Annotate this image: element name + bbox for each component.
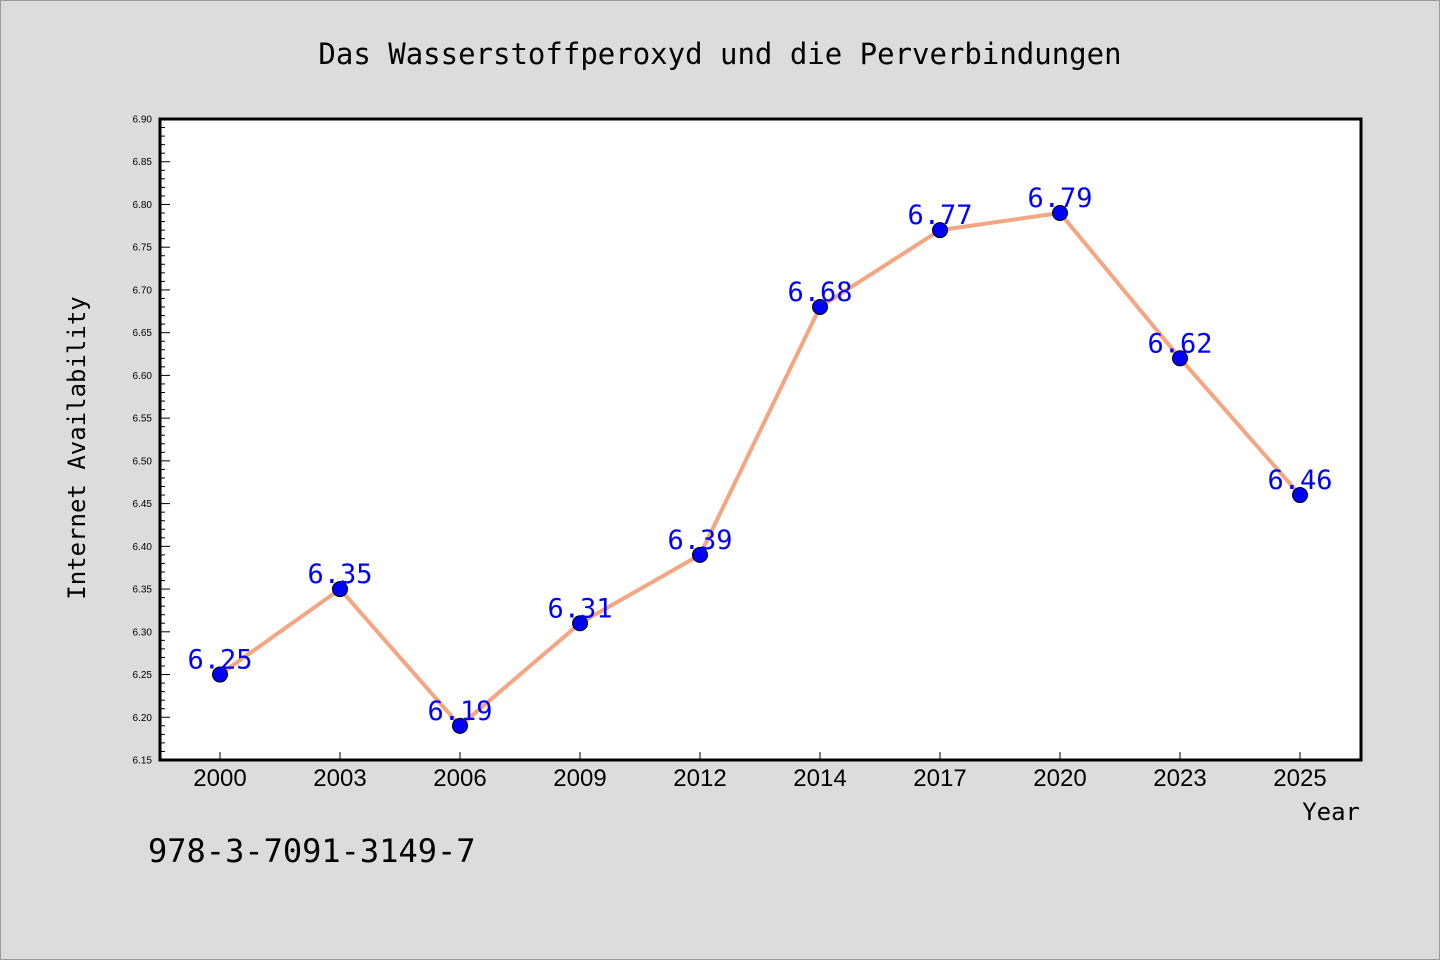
data-label: 6.68 (787, 277, 852, 308)
y-tick-label: 6.35 (133, 585, 153, 596)
data-label: 6.79 (1027, 183, 1092, 214)
data-label: 6.35 (307, 559, 372, 590)
y-tick-label: 6.25 (133, 670, 153, 681)
y-tick-label: 6.80 (133, 200, 153, 211)
x-axis: 2000 2003 2006 2009 2012 2014 2017 2020 2023 2025 (193, 752, 1327, 792)
chart-title: Das Wasserstoffperoxyd und die Perverbin… (318, 37, 1121, 71)
plot-area (158, 117, 1363, 762)
data-point (572, 615, 588, 632)
y-axis: 6.15 6.20 6.25 6.30 6.35 6.40 6.45 6.50 6.55 6.60… (133, 115, 170, 767)
data-label: 6.39 (667, 525, 732, 556)
x-axis-label: Year (1302, 798, 1360, 826)
data-label: 6.46 (1267, 465, 1332, 496)
data-point (1292, 487, 1308, 504)
x-tick-label: 2020 (1033, 765, 1086, 792)
data-labels: 6.25 6.35 6.19 6.31 6.39 6.68 6.77 6.79 6.62 6.46 (187, 183, 1332, 727)
data-label: 6.25 (187, 645, 252, 676)
y-tick-label: 6.30 (133, 627, 153, 638)
x-tick-label: 2023 (1153, 765, 1206, 792)
y-tick-label: 6.15 (133, 756, 153, 767)
data-point (812, 299, 828, 316)
x-tick-label: 2012 (673, 765, 726, 792)
data-point (1052, 205, 1068, 222)
y-tick-label: 6.55 (133, 414, 153, 425)
data-point (932, 222, 948, 239)
series-markers (212, 205, 1308, 734)
y-tick-label: 6.90 (133, 115, 153, 126)
x-tick-label: 2003 (313, 765, 366, 792)
y-axis-label: Internet Availability (63, 296, 91, 599)
y-tick-label: 6.40 (133, 542, 153, 553)
x-tick-label: 2009 (553, 765, 606, 792)
x-tick-label: 2006 (433, 765, 486, 792)
x-tick-label: 2000 (193, 765, 246, 792)
data-label: 6.31 (547, 593, 612, 624)
y-tick-label: 6.20 (133, 713, 153, 724)
series-line (218, 211, 1302, 728)
y-tick-label: 6.70 (133, 285, 153, 296)
data-label: 6.62 (1147, 328, 1212, 359)
data-point (1172, 350, 1188, 367)
x-tick-label: 2025 (1273, 765, 1326, 792)
y-tick-label: 6.50 (133, 456, 153, 467)
x-tick-label: 2017 (913, 765, 966, 792)
data-point (692, 546, 708, 563)
x-tick-label: 2014 (793, 765, 846, 792)
y-tick-label: 6.60 (133, 371, 153, 382)
data-label: 6.19 (427, 696, 492, 727)
isbn-text: 978-3-7091-3149-7 (148, 832, 476, 870)
data-point (212, 666, 228, 683)
data-point (332, 581, 348, 598)
y-tick-label: 6.85 (133, 157, 153, 168)
data-point (452, 717, 468, 734)
y-tick-label: 6.45 (133, 499, 153, 510)
y-tick-label: 6.75 (133, 243, 153, 254)
y-tick-label: 6.65 (133, 328, 153, 339)
data-label: 6.77 (907, 200, 972, 231)
